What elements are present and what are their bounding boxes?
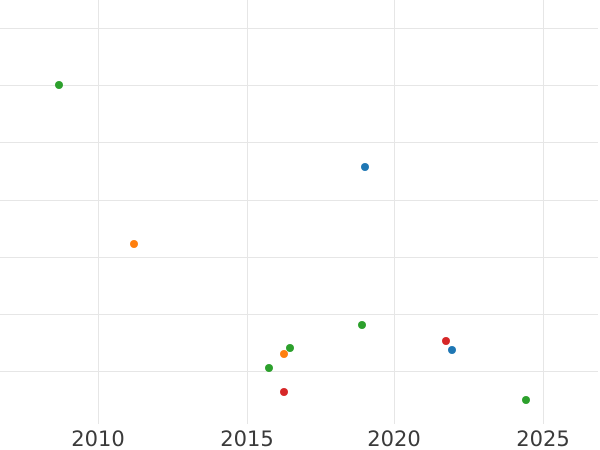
scatter-point-series-red bbox=[442, 337, 450, 345]
x-tick-label: 2010 bbox=[71, 427, 125, 450]
scatter-point-series-blue bbox=[448, 346, 456, 354]
gridline-horizontal bbox=[0, 314, 598, 315]
gridline-vertical bbox=[247, 0, 248, 424]
x-tick-label: 2020 bbox=[367, 427, 421, 450]
scatter-point-series-green bbox=[358, 321, 366, 329]
scatter-point-series-green bbox=[265, 364, 273, 372]
x-tick-label: 2025 bbox=[516, 427, 570, 450]
gridline-horizontal bbox=[0, 85, 598, 86]
gridline-horizontal bbox=[0, 371, 598, 372]
x-tick-label: 2015 bbox=[220, 427, 274, 450]
gridline-vertical bbox=[394, 0, 395, 424]
scatter-point-series-red bbox=[280, 388, 288, 396]
scatter-point-series-green bbox=[522, 396, 530, 404]
scatter-point-series-blue bbox=[361, 163, 369, 171]
gridline-vertical bbox=[98, 0, 99, 424]
scatter-point-series-green bbox=[286, 344, 294, 352]
scatter-point-series-green bbox=[55, 81, 63, 89]
gridline-horizontal bbox=[0, 142, 598, 143]
scatter-point-series-orange bbox=[130, 240, 138, 248]
gridline-horizontal bbox=[0, 200, 598, 201]
scatter-point-series-orange bbox=[280, 350, 288, 358]
gridline-horizontal bbox=[0, 28, 598, 29]
gridline-horizontal bbox=[0, 257, 598, 258]
gridline-vertical bbox=[543, 0, 544, 424]
